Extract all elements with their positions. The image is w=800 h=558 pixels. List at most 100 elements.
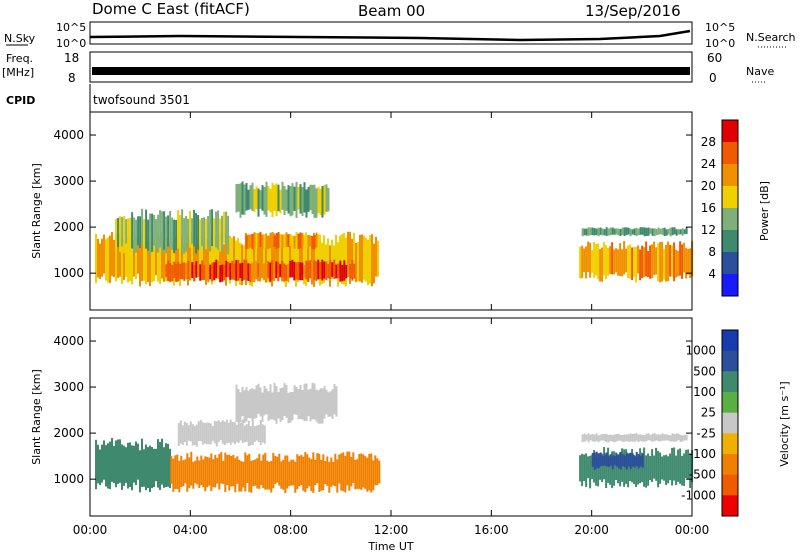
noise-panel: N.Sky 10^5 10^0 10^5 10^0 N.Search (4, 21, 796, 50)
colorbar-frame (721, 329, 739, 517)
colorbar-swatch (722, 371, 738, 393)
colorbar-frame (721, 119, 739, 297)
x-tick-label: 00:00 (675, 523, 710, 537)
date-title: 13/Sep/2016 (585, 2, 681, 20)
x-tick-label: 08:00 (273, 523, 308, 537)
nsearch-tick-bottom: 10^0 (705, 37, 735, 50)
velocity-colorbar: 1000 500 100 25 -25 -100 -500 -1000 (681, 329, 739, 517)
nave-label: Nave (746, 65, 774, 78)
colorbar-swatch (722, 330, 738, 352)
colorbar-swatch (722, 433, 738, 455)
power-panel: 1000 2000 3000 4000 Slant Range [km] (30, 111, 694, 311)
colorbar-tick-label: -25 (696, 426, 716, 440)
nsearch-tick-top: 10^5 (705, 21, 735, 34)
colorbar-tick-label: 500 (693, 364, 716, 378)
freq-unit: [MHz] (2, 66, 34, 79)
velocity-xlabel: Time UT (367, 540, 413, 553)
nave-band (92, 67, 690, 75)
power-y-ticks: 1000 2000 3000 4000 (53, 128, 692, 280)
freq-tick-top: 18 (64, 51, 79, 65)
echo-region (591, 451, 644, 470)
y-tick-label: 1000 (53, 266, 84, 280)
colorbar-tick-label: 24 (701, 157, 716, 171)
x-tick-label: 04:00 (173, 523, 208, 537)
echo-region (235, 382, 338, 424)
echo-region (581, 227, 688, 237)
colorbar-tick-label: 25 (701, 406, 716, 420)
echo-region (165, 259, 356, 283)
echo-region (581, 433, 688, 443)
cpid-value: twofsound 3501 (93, 93, 190, 107)
x-tick-label: 20:00 (574, 523, 609, 537)
nsky-tick-top: 10^5 (56, 21, 86, 34)
echo-region (115, 208, 230, 255)
colorbar-tick-label: -100 (689, 447, 716, 461)
echo-region (235, 181, 330, 218)
colorbar-swatch (722, 164, 738, 187)
y-tick-label: 4000 (53, 334, 84, 348)
colorbar-swatch (722, 252, 738, 275)
nsky-trace (89, 29, 691, 42)
colorbar-tick-label: 16 (701, 201, 716, 215)
echo-region (95, 438, 171, 493)
colorbar-tick-label: 28 (701, 135, 716, 149)
colorbar-tick-label: 1000 (685, 344, 716, 358)
nsky-label: N.Sky (4, 32, 36, 45)
colorbar-tick-label: -1000 (681, 488, 716, 502)
freq-tick-bottom: 8 (68, 71, 76, 85)
x-tick-label: 16:00 (474, 523, 509, 537)
velocity-colorbar-label: Velocity [m s⁻¹] (778, 381, 791, 466)
colorbar-swatch (722, 350, 738, 372)
colorbar-swatch (722, 474, 738, 496)
freq-label: Freq. (6, 52, 33, 65)
colorbar-tick-label: 12 (701, 223, 716, 237)
x-tick-label: 12:00 (374, 523, 409, 537)
velocity-x-ticks: 00:00 04:00 08:00 12:00 16:00 20:00 00:00 (73, 318, 710, 537)
echo-region (177, 419, 266, 447)
colorbar-swatch (722, 412, 738, 434)
colorbar-tick-label: 100 (693, 385, 716, 399)
colorbar-swatch (722, 142, 738, 165)
colorbar-swatch (722, 454, 738, 476)
y-tick-label: 2000 (53, 220, 84, 234)
echo-region (170, 451, 381, 493)
echo-region (579, 241, 694, 283)
colorbar-swatch (722, 274, 738, 297)
velocity-ylabel: Slant Range [km] (30, 369, 43, 465)
velocity-y-ticks: 1000 2000 3000 4000 (53, 334, 692, 486)
power-colorbar: 4 8 12 16 20 24 28 (701, 119, 739, 297)
colorbar-swatch (722, 120, 738, 143)
y-tick-label: 1000 (53, 472, 84, 486)
velocity-echoes (95, 382, 694, 493)
power-x-ticks (89, 112, 693, 310)
y-tick-label: 3000 (53, 174, 84, 188)
nsearch-label: N.Search (746, 31, 796, 44)
colorbar-tick-label: 8 (708, 245, 716, 259)
power-echoes (95, 181, 694, 287)
beam-title: Beam 00 (358, 2, 425, 20)
colorbar-swatch (722, 392, 738, 414)
nave-tick-bottom: 0 (709, 71, 717, 85)
colorbar-swatch (722, 186, 738, 209)
colorbar-tick-label: 4 (708, 267, 716, 281)
velocity-panel: 1000 2000 3000 4000 00:00 04:00 08:00 12:00 16:… (30, 317, 710, 553)
colorbar-swatch (722, 230, 738, 253)
colorbar-tick-label: 20 (701, 179, 716, 193)
cpid-label: CPID (6, 94, 35, 107)
y-tick-label: 2000 (53, 426, 84, 440)
colorbar-tick-label: -500 (689, 468, 716, 482)
echo-region (245, 231, 318, 250)
x-tick-label: 00:00 (73, 523, 108, 537)
power-ylabel: Slant Range [km] (30, 163, 43, 259)
nave-tick-top: 60 (707, 51, 722, 65)
colorbar-swatch (722, 495, 738, 517)
colorbar-swatch (722, 208, 738, 231)
y-tick-label: 4000 (53, 128, 84, 142)
y-tick-label: 3000 (53, 380, 84, 394)
nsky-tick-bottom: 10^0 (56, 37, 86, 50)
power-colorbar-label: Power [dB] (758, 181, 771, 241)
freq-panel: Freq. [MHz] 18 8 60 0 Nave (2, 51, 774, 85)
cpid-panel: CPID twofsound 3501 (6, 84, 190, 112)
station-title: Dome C East (fitACF) (92, 0, 250, 18)
